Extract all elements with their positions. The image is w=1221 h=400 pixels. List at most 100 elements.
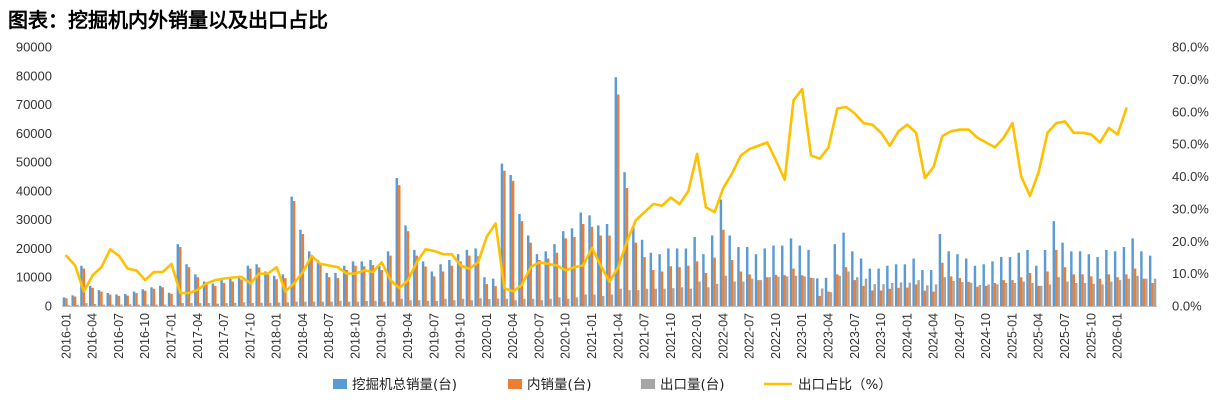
bar-total [745, 247, 749, 306]
bar-export [418, 300, 421, 306]
bar-domestic [932, 291, 935, 306]
bar-total [167, 292, 171, 306]
bar-export [680, 287, 684, 306]
bar-domestic [327, 277, 331, 306]
bar-total [728, 235, 731, 306]
bar-export [85, 303, 88, 306]
bar-total [1017, 252, 1020, 306]
bar-total [597, 225, 600, 306]
bar-export [382, 301, 386, 306]
line-export-ratio [65, 87, 1128, 295]
x-tick-label: 2019-07 [427, 313, 441, 359]
bar-total [220, 280, 223, 306]
bar-export [654, 288, 657, 306]
bar-domestic [406, 231, 410, 306]
bar-total [386, 251, 390, 306]
bar-total [439, 264, 442, 306]
y-left-tick-label: 90000 [16, 40, 52, 55]
x-tick-label: 2016-01 [59, 313, 73, 359]
bar-export [163, 304, 167, 306]
bar-total [553, 244, 556, 306]
bar-export [707, 287, 710, 306]
bar-domestic [231, 281, 235, 306]
bar-domestic [362, 266, 366, 306]
bar-domestic [257, 267, 261, 306]
bar-total [307, 251, 311, 306]
bar-export [619, 288, 622, 306]
bar-export [111, 304, 114, 306]
x-tick-label: 2020-01 [480, 313, 494, 359]
bar-total [378, 265, 381, 306]
bar-total [272, 275, 276, 306]
bar-domestic [310, 255, 313, 306]
bar-export [199, 303, 202, 306]
bar-export [628, 290, 631, 306]
bar-export [540, 300, 544, 306]
bar-export [1136, 275, 1139, 306]
bar-domestic [800, 275, 804, 306]
bar-total [824, 277, 828, 306]
x-tick-label: 2018-10 [348, 313, 362, 359]
bar-domestic [879, 290, 883, 306]
bar-export [724, 275, 728, 306]
bar-export [339, 300, 342, 306]
y-right-tick-label: 20.0% [1172, 234, 1209, 249]
legend-swatch [641, 379, 655, 389]
bar-domestic [555, 252, 559, 306]
bar-export [190, 303, 193, 306]
bar-export [1153, 278, 1157, 306]
x-tick-label: 2025-01 [1005, 313, 1019, 359]
bar-domestic [1098, 278, 1102, 306]
bar-total [1026, 249, 1029, 306]
bar-total [325, 272, 328, 306]
bar-domestic [730, 259, 734, 306]
bar-domestic [871, 290, 874, 306]
bar-export [566, 298, 570, 306]
bar-export [864, 278, 868, 306]
bar-export [593, 294, 596, 306]
bar-export [1092, 283, 1095, 306]
bar-export [76, 304, 79, 306]
bar-domestic [792, 268, 795, 306]
bar-domestic [652, 270, 655, 306]
bar-export [1022, 281, 1025, 306]
bar-total [518, 213, 521, 306]
bar-total [509, 175, 512, 306]
bar-domestic [546, 258, 550, 306]
bar-domestic [599, 235, 602, 306]
bar-export [251, 303, 255, 306]
bar-export [181, 303, 184, 306]
x-tick-label: 2019-10 [454, 313, 468, 359]
bar-export [426, 300, 430, 306]
bar-total [632, 226, 635, 306]
bar-total [964, 258, 968, 306]
bar-total [1070, 251, 1073, 306]
bar-total [1131, 238, 1134, 306]
bar-domestic [354, 265, 357, 306]
bar-domestic [196, 277, 199, 306]
bar-export [155, 304, 158, 306]
x-tick-label: 2023-01 [795, 313, 809, 359]
x-tick-label: 2024-10 [979, 313, 993, 359]
bar-export [584, 294, 587, 306]
bar-total [316, 259, 320, 306]
bar-export [1101, 284, 1104, 306]
bar-total [1000, 257, 1003, 306]
x-tick-label: 2019-04 [401, 313, 415, 359]
bar-domestic [292, 200, 296, 306]
bar-domestic [1037, 285, 1040, 306]
bar-export [234, 302, 237, 306]
bar-export [601, 295, 605, 306]
bar-export [391, 301, 395, 306]
bar-export [750, 278, 754, 306]
legend-swatch [333, 379, 347, 389]
bar-export [838, 275, 841, 306]
bar-total [535, 254, 539, 306]
bar-export [672, 288, 675, 306]
bar-export [829, 292, 833, 306]
x-tick-label: 2024-04 [927, 313, 941, 359]
bar-domestic [135, 293, 138, 306]
x-tick-label: 2019-01 [375, 313, 389, 359]
bar-total [1008, 257, 1012, 306]
bar-domestic [573, 236, 576, 306]
